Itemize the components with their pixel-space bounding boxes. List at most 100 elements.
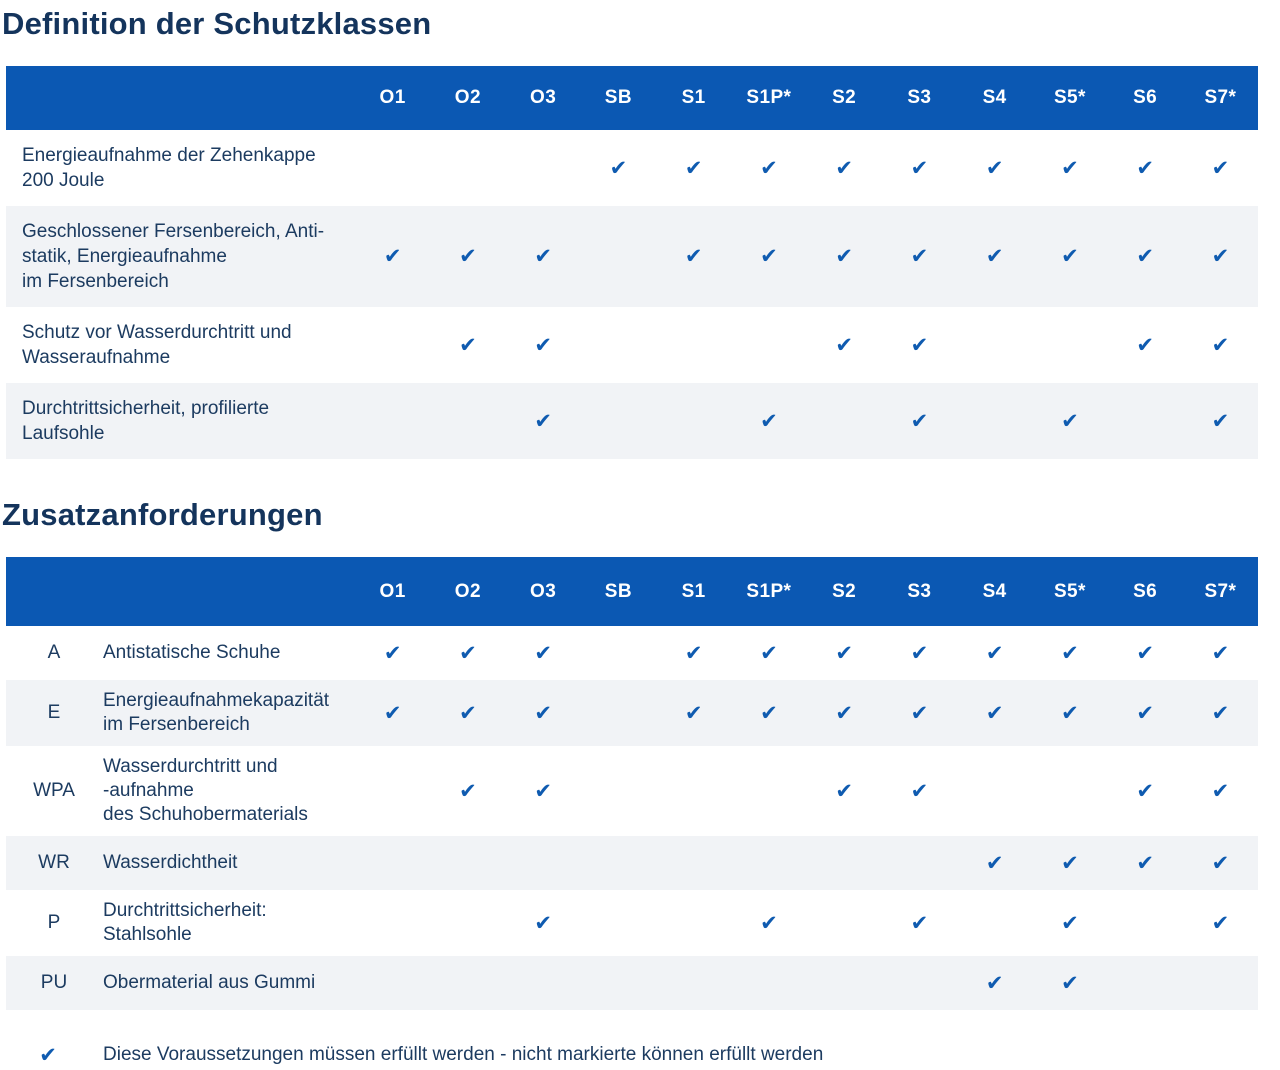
check-cell-s6: ✔ — [1108, 155, 1183, 180]
check-icon: ✔ — [910, 640, 929, 665]
row-label: Antistatische Schuhe — [103, 642, 281, 663]
check-cell-s7: ✔ — [1183, 155, 1258, 180]
check-icon: ✔ — [760, 155, 778, 180]
check-icon: ✔ — [910, 332, 929, 357]
check-icon: ✔ — [1136, 640, 1154, 665]
row-label: Wasserdurchtritt und -aufnahme des Schuh… — [103, 756, 308, 825]
check-cell-s5: ✔ — [1032, 852, 1107, 874]
table-row: WPA Wasserdurchtritt und -aufnahme des Sc… — [6, 746, 1258, 836]
check-cell-s2: ✔ — [807, 334, 882, 356]
check-icon: ✔ — [1136, 850, 1154, 875]
check-cell-o1: ✔ — [355, 640, 430, 665]
check-cell-o2: ✔ — [430, 700, 505, 725]
check-cell-s6: ✔ — [1108, 334, 1183, 356]
check-icon: ✔ — [985, 640, 1004, 665]
check-cell-s5: ✔ — [1032, 912, 1107, 934]
check-cell-s4: ✔ — [957, 155, 1032, 180]
check-cell-s4: ✔ — [957, 246, 1032, 267]
check-cell-s3: ✔ — [882, 780, 957, 802]
check-cell-o3: ✔ — [506, 410, 581, 432]
check-cell-s3: ✔ — [882, 332, 957, 357]
check-icon: ✔ — [459, 244, 477, 268]
check-cell-s6: ✔ — [1108, 850, 1183, 875]
check-cell-s2: ✔ — [807, 780, 882, 802]
check-icon: ✔ — [1211, 155, 1230, 180]
row-label: Schutz vor Wasserdurchtritt und Wasserau… — [22, 322, 292, 368]
column-header-o2: O2 — [454, 580, 481, 602]
check-icon: ✔ — [760, 700, 778, 725]
check-icon: ✔ — [835, 700, 853, 725]
check-icon: ✔ — [684, 700, 703, 725]
check-cell-s1: ✔ — [656, 640, 731, 665]
check-cell-s1p: ✔ — [731, 155, 806, 180]
zusatzanforderungen-table-header: O1 O2 O3 SB S1 S1P* S2 S3 S4 S5* S6 S7* — [6, 557, 1258, 626]
table-row: P Durchtrittsicherheit: Stahlsohle ✔ ✔ ✔ ✔ ✔ — [6, 890, 1258, 956]
check-icon: ✔ — [760, 910, 778, 935]
check-icon: ✔ — [1211, 332, 1230, 357]
column-header-s2: S2 — [832, 580, 857, 602]
check-cell-s5: ✔ — [1032, 408, 1107, 433]
check-icon: ✔ — [459, 332, 477, 357]
check-icon: ✔ — [459, 700, 477, 725]
check-cell-s2: ✔ — [807, 642, 882, 664]
table-row: Durchtrittsicherheit, profilierte Laufso… — [6, 383, 1258, 459]
row-code: P — [47, 912, 61, 933]
check-cell-s6: ✔ — [1108, 246, 1183, 267]
check-cell-s7: ✔ — [1183, 332, 1258, 357]
check-cell-o3: ✔ — [506, 246, 581, 267]
table-row: E Energieaufnahmekapazität im Fersenberei… — [6, 680, 1258, 746]
check-icon: ✔ — [383, 640, 402, 665]
check-icon: ✔ — [1136, 778, 1154, 803]
check-cell-s5: ✔ — [1032, 155, 1107, 180]
check-icon: ✔ — [910, 408, 929, 433]
column-header-o2: O2 — [454, 87, 481, 108]
check-cell-s5: ✔ — [1032, 246, 1107, 267]
check-cell-s1: ✔ — [656, 157, 731, 179]
check-icon: ✔ — [534, 332, 552, 357]
legend: ✔ Diese Voraussetzungen müssen erfüllt w… — [6, 1044, 1258, 1066]
check-icon: ✔ — [534, 910, 552, 935]
legend-text: Diese Voraussetzungen müssen erfüllt wer… — [103, 1044, 824, 1065]
check-cell-s5: ✔ — [1032, 642, 1107, 664]
check-icon: ✔ — [1211, 910, 1230, 935]
check-cell-s1p: ✔ — [731, 642, 806, 664]
column-header-s3: S3 — [907, 580, 932, 602]
check-cell-s1: ✔ — [656, 246, 731, 267]
check-icon: ✔ — [1211, 244, 1230, 268]
schutzklassen-table: O1 O2 O3 SB S1 S1P* S2 S3 S4 S5* S6 S7* Energieaufn… — [6, 66, 1258, 459]
check-icon: ✔ — [1211, 700, 1230, 725]
check-icon: ✔ — [1061, 155, 1079, 180]
row-label: Durchtrittsicherheit: Stahlsohle — [103, 900, 267, 945]
check-icon: ✔ — [1136, 155, 1154, 180]
check-icon: ✔ — [985, 155, 1004, 180]
check-icon: ✔ — [835, 155, 853, 180]
table-row: Geschlossener Fersenbereich, Anti- stati… — [6, 206, 1258, 307]
check-cell-o2: ✔ — [430, 246, 505, 267]
row-code: PU — [40, 972, 68, 993]
check-cell-s7: ✔ — [1183, 910, 1258, 935]
check-icon: ✔ — [910, 700, 929, 725]
check-icon: ✔ — [383, 244, 402, 268]
column-header-s2: S2 — [832, 87, 857, 108]
check-icon: ✔ — [1061, 408, 1079, 433]
check-icon: ✔ — [835, 244, 853, 268]
check-cell-s7: ✔ — [1183, 246, 1258, 267]
check-icon: ✔ — [1061, 244, 1079, 268]
check-cell-o3: ✔ — [506, 642, 581, 664]
check-icon: ✔ — [1136, 700, 1154, 725]
check-icon: ✔ — [534, 244, 552, 268]
check-cell-s2: ✔ — [807, 246, 882, 267]
check-icon: ✔ — [39, 1042, 57, 1067]
column-header-o1: O1 — [379, 87, 406, 108]
column-header-s4: S4 — [982, 580, 1007, 602]
column-header-s7: S7* — [1204, 580, 1237, 602]
check-cell-s1: ✔ — [656, 700, 731, 725]
check-icon: ✔ — [684, 640, 703, 665]
column-header-s1: S1 — [681, 87, 706, 108]
check-cell-s7: ✔ — [1183, 410, 1258, 432]
schutzklassen-table-header: O1 O2 O3 SB S1 S1P* S2 S3 S4 S5* S6 S7* — [6, 66, 1258, 130]
check-icon: ✔ — [684, 244, 703, 268]
check-icon: ✔ — [985, 850, 1004, 875]
check-cell-s7: ✔ — [1183, 780, 1258, 802]
check-icon: ✔ — [1211, 850, 1230, 875]
